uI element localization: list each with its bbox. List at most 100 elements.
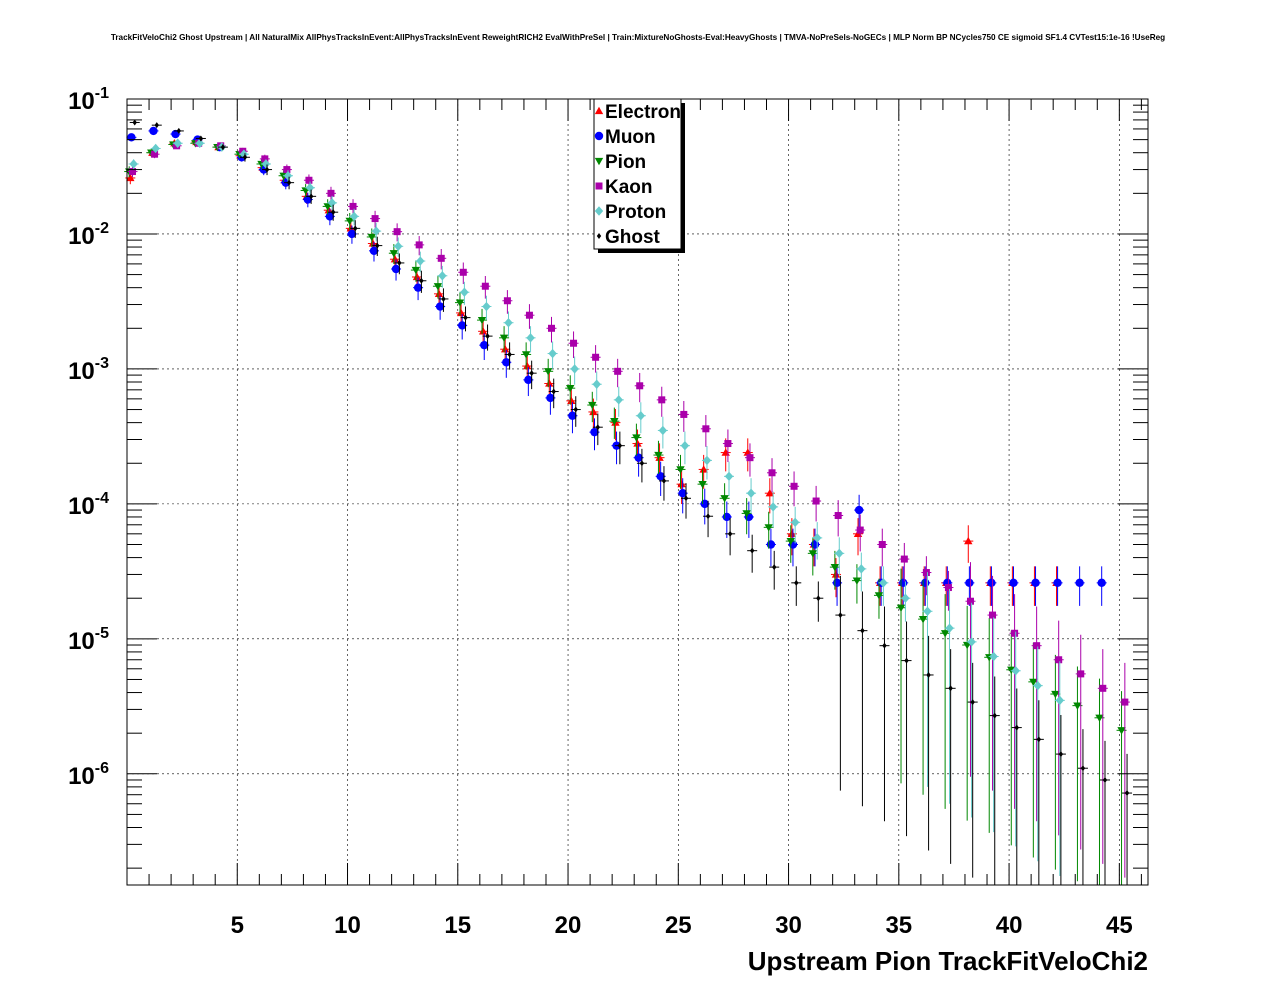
x-tick-label: 30 xyxy=(775,912,802,939)
data-point xyxy=(904,657,909,664)
data-point xyxy=(415,241,423,249)
data-point xyxy=(525,311,533,319)
data-point xyxy=(127,133,136,142)
data-point xyxy=(854,505,864,515)
data-point xyxy=(1036,736,1042,743)
data-point xyxy=(529,370,534,377)
data-point xyxy=(768,469,776,477)
data-point xyxy=(455,299,465,307)
series-electron xyxy=(125,137,1062,606)
data-point xyxy=(371,215,379,223)
data-point xyxy=(345,217,354,226)
data-point xyxy=(592,353,600,361)
data-point xyxy=(151,150,159,158)
data-point xyxy=(480,340,489,350)
data-point xyxy=(589,407,598,416)
data-point xyxy=(764,524,773,532)
y-tick-label: 10-1 xyxy=(68,85,109,115)
data-point xyxy=(794,579,799,586)
data-point xyxy=(654,451,663,460)
data-point xyxy=(749,547,755,554)
data-point xyxy=(367,233,376,242)
data-point xyxy=(391,264,401,274)
x-tick-label: 5 xyxy=(231,912,244,939)
data-point xyxy=(463,314,468,321)
data-point xyxy=(721,448,730,456)
data-point xyxy=(545,379,554,387)
data-point xyxy=(879,578,888,588)
data-point xyxy=(921,578,930,588)
data-point xyxy=(987,578,996,588)
data-point xyxy=(830,563,840,572)
data-point xyxy=(900,555,908,563)
data-point xyxy=(126,173,135,182)
legend-marker xyxy=(594,206,604,216)
data-point xyxy=(570,339,578,347)
data-point xyxy=(1058,751,1064,758)
legend-marker xyxy=(594,157,604,166)
y-tick-label: 10-5 xyxy=(68,625,109,655)
data-point xyxy=(330,209,336,216)
data-point xyxy=(460,287,469,297)
data-point xyxy=(547,324,555,332)
data-point xyxy=(1011,629,1019,637)
data-point xyxy=(678,488,687,498)
data-point xyxy=(816,595,821,602)
y-tick-label: 10-4 xyxy=(68,490,109,520)
data-point xyxy=(1117,727,1126,735)
legend-label: Kaon xyxy=(605,177,653,198)
data-point xyxy=(457,321,467,330)
data-point xyxy=(349,211,359,222)
data-point xyxy=(394,241,403,252)
data-point xyxy=(129,159,138,169)
legend-marker xyxy=(596,233,602,239)
data-point xyxy=(1029,678,1038,687)
data-point xyxy=(570,364,579,374)
data-point xyxy=(790,517,800,528)
data-point xyxy=(573,406,578,413)
x-tick-label: 35 xyxy=(885,912,912,939)
data-point xyxy=(702,455,712,466)
legend-entry-muon: Muon xyxy=(594,127,656,148)
data-point xyxy=(926,671,931,678)
data-point xyxy=(874,592,884,600)
data-point xyxy=(371,226,381,236)
data-point xyxy=(504,318,513,328)
legend-marker xyxy=(594,106,604,115)
data-point xyxy=(702,425,710,433)
data-point xyxy=(129,168,137,176)
data-point xyxy=(242,154,248,161)
data-point xyxy=(323,203,332,211)
data-point xyxy=(1099,684,1107,692)
data-point xyxy=(658,425,668,436)
data-point xyxy=(500,345,510,353)
y-tick-label: 10-6 xyxy=(68,760,109,790)
legend: Electron Muon Pion Kaon Proton Ghost xyxy=(593,98,685,253)
data-point xyxy=(435,302,445,311)
series-layer xyxy=(124,119,1133,885)
data-point xyxy=(551,388,556,395)
data-point xyxy=(305,176,313,184)
data-point xyxy=(456,308,466,317)
data-point xyxy=(416,256,425,266)
data-point xyxy=(787,529,797,537)
data-point xyxy=(746,488,756,498)
data-point xyxy=(632,434,641,442)
data-point xyxy=(852,577,862,585)
data-point xyxy=(441,295,446,302)
data-point xyxy=(940,630,950,638)
x-tick-label: 10 xyxy=(334,912,361,939)
data-point xyxy=(857,564,866,574)
data-point xyxy=(375,242,380,249)
data-point xyxy=(132,119,137,126)
data-point xyxy=(970,699,975,706)
data-point xyxy=(614,367,622,375)
data-point xyxy=(507,351,512,358)
data-point xyxy=(680,410,688,418)
data-point xyxy=(195,138,204,148)
data-point xyxy=(567,396,576,404)
data-point xyxy=(477,316,487,325)
data-point xyxy=(261,159,271,169)
label-layer: 5 10 15 20 25 30 35 40 45 10-1 10-2 10-3 10-4 10-5 10-… xyxy=(68,85,1133,939)
data-point xyxy=(481,282,489,290)
